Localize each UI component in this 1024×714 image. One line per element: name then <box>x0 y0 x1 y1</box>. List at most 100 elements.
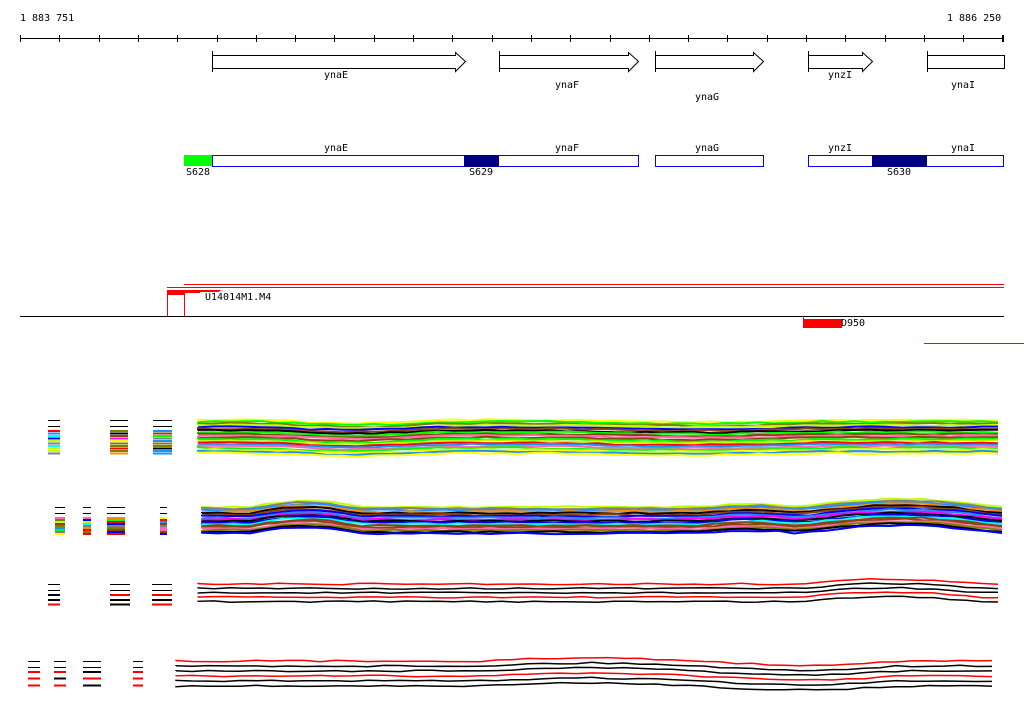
alignment-track-4-cell <box>54 677 66 680</box>
alignment-track-2-cell <box>55 517 65 519</box>
alignment-track-1-line <box>197 449 999 456</box>
alignment-track-1-line <box>197 434 999 441</box>
gene-arrow-ynzI[interactable] <box>808 51 874 73</box>
annot-label-ynaE: ynaE <box>324 143 349 154</box>
alignment-track-2-cell <box>55 527 65 529</box>
annot-label-ynaG: ynaG <box>695 143 720 154</box>
alignment-track-1-cell <box>153 442 172 445</box>
alignment-track-1-cell <box>48 435 60 437</box>
alignment-track-4-cell <box>54 684 66 687</box>
alignment-track-1-cell <box>110 445 128 447</box>
alignment-track-2-cell <box>83 531 91 533</box>
alignment-track-1-cell <box>110 437 128 440</box>
alignment-track-4-cell <box>133 684 143 687</box>
alignment-track-4-cell <box>28 677 40 680</box>
alignment-track-2-line <box>201 510 1003 522</box>
alignment-track-1-line <box>197 451 999 458</box>
segment-s629[interactable] <box>464 155 499 167</box>
alignment-track-1-cell <box>110 447 128 450</box>
alignment-track-1-cell <box>110 430 128 432</box>
alignment-track-1-cell <box>153 437 172 440</box>
alignment-track-1-cell <box>110 442 128 445</box>
alignment-track-2-cell <box>83 517 91 519</box>
alignment-track-4-cell <box>133 677 143 680</box>
alignment-track-1-cell <box>110 432 128 435</box>
segment-s630[interactable] <box>872 155 927 167</box>
alignment-track-2-line <box>201 497 1003 509</box>
alignment-track-4-cell <box>54 671 66 673</box>
gene-label-ynzI[interactable]: ynzI <box>828 70 853 81</box>
gene-arrow-ynaI[interactable] <box>927 55 1005 69</box>
alignment-track-2-cell <box>55 521 65 523</box>
alignment-track-2-line <box>201 500 1003 512</box>
alignment-track-1-line <box>197 423 999 430</box>
alignment-track-3-cell <box>110 598 130 601</box>
gene-label-ynaF[interactable]: ynaF <box>555 80 580 91</box>
alignment-track-2-cell <box>160 529 167 531</box>
alignment-track-4-line <box>175 661 993 672</box>
alignment-track-2-cell <box>83 533 91 535</box>
segment-s628[interactable] <box>184 155 212 166</box>
alignment-track-1-line <box>197 446 999 453</box>
gene-label-ynaG[interactable]: ynaG <box>695 92 720 103</box>
alignment-track-1-cell <box>153 435 172 437</box>
alignment-track-2-line <box>201 521 1003 533</box>
alignment-track-3-line <box>197 595 999 604</box>
alignment-track-2-cell <box>160 527 167 529</box>
gene-arrow-ynaE[interactable] <box>212 51 467 73</box>
alignment-track-2-cell <box>160 525 167 527</box>
alignment-track-4-line <box>175 681 993 691</box>
alignment-track-4-cell <box>83 671 101 673</box>
feature-coverage <box>167 290 222 295</box>
alignment-track-3-cell <box>152 603 172 606</box>
feature-d950[interactable] <box>803 319 842 328</box>
alignment-track-1-cell <box>48 447 60 450</box>
alignment-track-2-cell <box>83 527 91 529</box>
gene-label-ynaE[interactable]: ynaE <box>324 70 349 81</box>
alignment-track-2-cell <box>55 533 65 535</box>
annotation-box-ynaG[interactable] <box>655 155 764 167</box>
alignment-track-2-cell <box>55 523 65 525</box>
segment-label-s628: S628 <box>186 167 211 178</box>
alignment-track-1-cell <box>110 435 128 437</box>
alignment-track-2-cell <box>55 525 65 527</box>
alignment-track-3-line <box>197 586 999 595</box>
alignment-track-3-cell <box>48 598 60 601</box>
alignment-track-1-cell <box>153 440 172 442</box>
alignment-track-3-line <box>197 577 999 586</box>
annot-label-ynzI: ynzI <box>828 143 853 154</box>
alignment-track-2-line <box>201 508 1003 520</box>
alignment-track-1-cell <box>48 450 60 452</box>
alignment-track-2-cell <box>107 527 125 529</box>
gene-arrow-ynaF[interactable] <box>499 51 640 73</box>
gene-label-ynaI[interactable]: ynaI <box>951 80 976 91</box>
alignment-track-4-cell <box>83 677 101 680</box>
alignment-track-1-cell <box>48 452 60 455</box>
segment-label-s630: S630 <box>887 167 912 178</box>
alignment-track-1-cell <box>153 445 172 447</box>
alignment-track-2-cell <box>55 519 65 521</box>
alignment-track-1-line <box>197 444 999 451</box>
gene-arrow-ynaG[interactable] <box>655 51 765 73</box>
alignment-track-2-cell <box>107 529 125 531</box>
alignment-track-4-cell <box>133 671 143 673</box>
feature-label-lower[interactable]: D950 <box>841 318 866 329</box>
alignment-track-1-line <box>197 437 999 444</box>
alignment-track-3-cell <box>110 594 130 596</box>
alignment-track-2-line <box>201 507 1003 519</box>
alignment-track-2-line <box>201 516 1003 528</box>
alignment-track-2-cell <box>107 533 125 535</box>
annot-label-ynaF: ynaF <box>555 143 580 154</box>
annotation-box-ynaE-ynaF[interactable] <box>212 155 639 167</box>
ruler-start-label: 1 883 751 <box>20 13 75 24</box>
feature-label-upper[interactable]: U14014M1.M4 <box>205 292 272 303</box>
alignment-track-1-cell <box>153 447 172 450</box>
alignment-track-1-line <box>197 448 999 455</box>
alignment-track-2-cell <box>83 523 91 525</box>
alignment-track-1-cell <box>48 445 60 447</box>
alignment-track-2-cell <box>55 531 65 533</box>
segment-label-s629: S629 <box>469 167 494 178</box>
alignment-track-4-cell <box>83 684 101 687</box>
alignment-track-2-line <box>201 504 1003 515</box>
